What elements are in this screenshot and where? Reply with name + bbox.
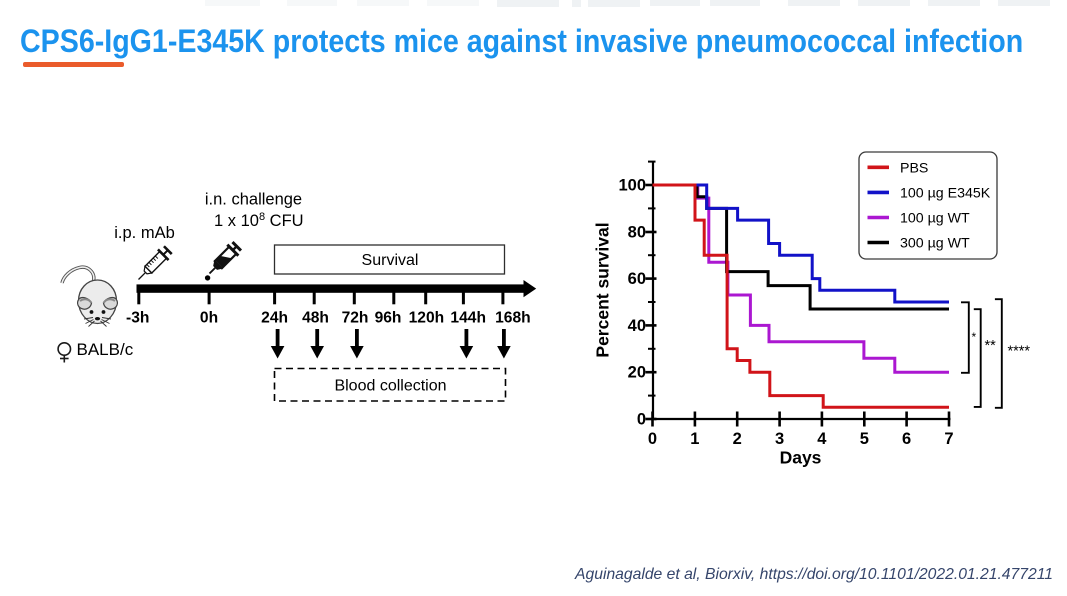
svg-text:Blood collection: Blood collection: [334, 378, 446, 395]
svg-text:2: 2: [733, 430, 742, 448]
svg-text:40: 40: [628, 317, 646, 335]
svg-text:0: 0: [637, 411, 646, 429]
svg-text:6: 6: [902, 430, 911, 448]
svg-text:96h: 96h: [375, 310, 402, 327]
svg-text:100 µg WT: 100 µg WT: [900, 211, 970, 227]
svg-text:**: **: [985, 338, 997, 354]
svg-text:300 µg WT: 300 µg WT: [900, 236, 970, 252]
svg-text:60: 60: [628, 270, 646, 288]
svg-text:4: 4: [817, 430, 827, 448]
svg-text:48h: 48h: [302, 310, 329, 327]
svg-text:72h: 72h: [342, 310, 369, 327]
svg-text:100 µg E345K: 100 µg E345K: [900, 185, 991, 201]
svg-text:5: 5: [860, 430, 869, 448]
svg-text:PBS: PBS: [900, 160, 928, 176]
svg-text:1: 1: [690, 430, 699, 448]
svg-text:120h: 120h: [409, 310, 445, 327]
svg-text:*: *: [972, 330, 977, 344]
svg-text:0: 0: [648, 430, 657, 448]
svg-text:20: 20: [628, 364, 646, 382]
svg-text:Survival: Survival: [362, 252, 419, 269]
svg-text:80: 80: [628, 224, 646, 242]
svg-text:Days: Days: [780, 448, 822, 468]
svg-text:168h: 168h: [495, 310, 531, 327]
svg-text:****: ****: [1008, 344, 1031, 360]
svg-text:-3h: -3h: [126, 310, 149, 327]
svg-text:144h: 144h: [450, 310, 486, 327]
svg-text:24h: 24h: [261, 310, 288, 327]
svg-text:i.p. mAb: i.p. mAb: [114, 224, 175, 242]
svg-text:7: 7: [944, 430, 953, 448]
svg-text:0h: 0h: [200, 310, 218, 327]
svg-text:3: 3: [775, 430, 784, 448]
svg-text:100: 100: [618, 177, 646, 195]
svg-text:Percent survival: Percent survival: [593, 222, 613, 357]
svg-text:1 x 108 CFU: 1 x 108 CFU: [214, 211, 304, 230]
svg-text:BALB/c: BALB/c: [77, 340, 134, 359]
svg-text:i.n. challenge: i.n. challenge: [205, 191, 302, 209]
